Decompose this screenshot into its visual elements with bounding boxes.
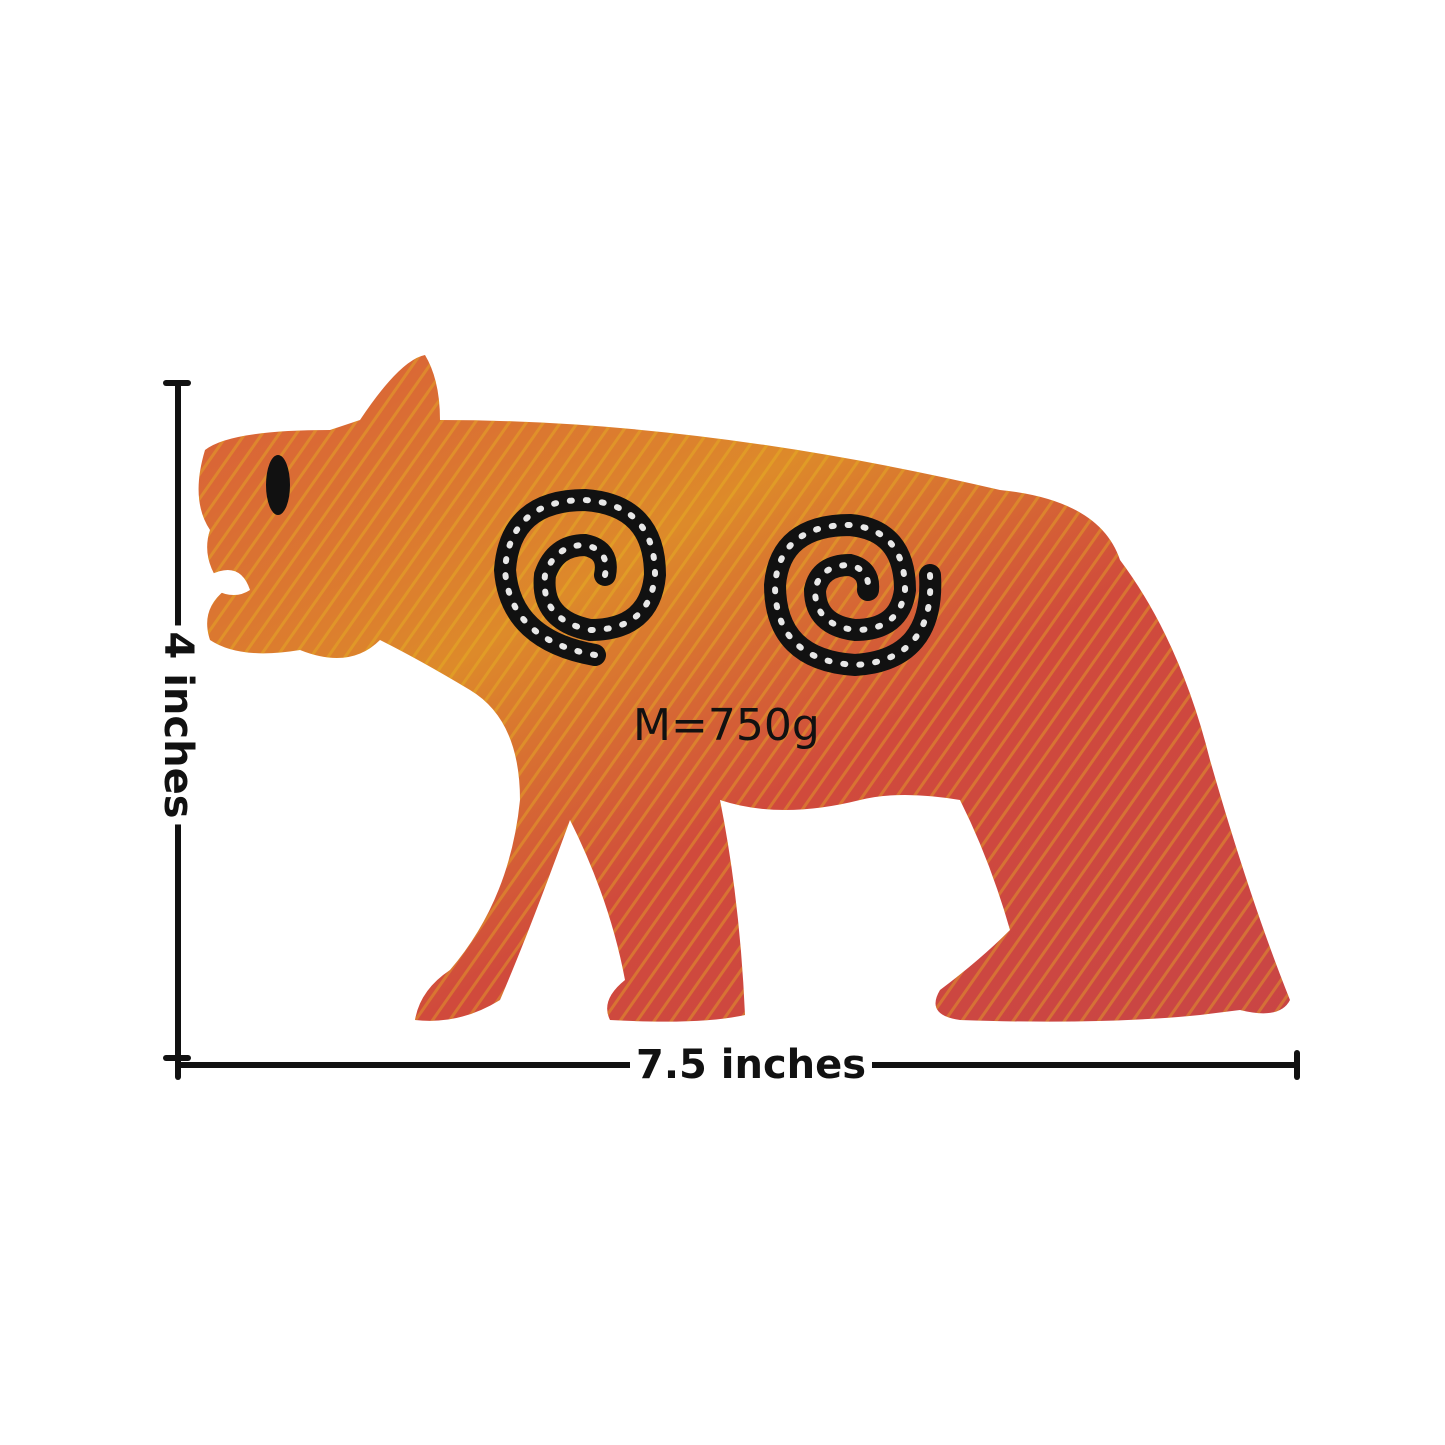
lion-figurine (198, 355, 1291, 1022)
width-dimension-label: 7.5 inches (630, 1042, 873, 1088)
eye (266, 455, 290, 515)
mass-label: M=750g (633, 700, 820, 751)
open-mouth (210, 570, 250, 595)
height-dimension-label: 4 inches (155, 625, 201, 825)
